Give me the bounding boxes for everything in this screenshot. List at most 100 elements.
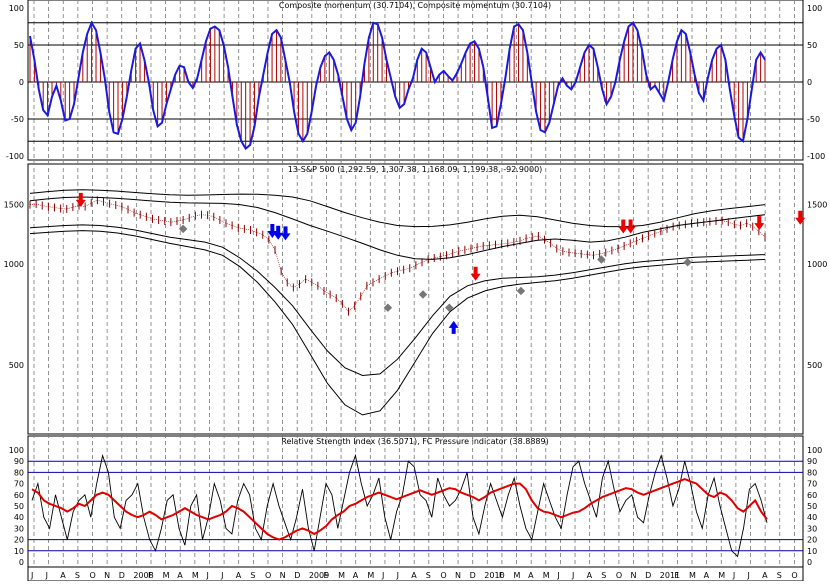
signal-diamond — [597, 255, 606, 264]
rsi-y-tick-left: 50 — [14, 502, 24, 511]
momentum-y-tick-left: -50 — [11, 115, 24, 124]
x-tick-label: F — [674, 571, 679, 580]
x-tick-label: A — [60, 571, 66, 580]
x-tick-label: O — [89, 571, 95, 580]
x-tick-label: O — [265, 571, 271, 580]
signal-diamond — [418, 290, 428, 299]
rsi-y-tick-left: 80 — [14, 468, 24, 477]
x-tick-label: J — [220, 571, 223, 580]
x-tick-label: D — [119, 571, 125, 580]
x-tick-label: 2009 — [309, 571, 329, 580]
x-tick-label: M — [163, 571, 170, 580]
signal-diamond — [383, 303, 393, 312]
x-tick-label: M — [689, 571, 696, 580]
sp500-panel — [29, 189, 806, 416]
x-tick-label: N — [455, 571, 461, 580]
rsi-y-tick-left: 40 — [14, 513, 24, 522]
x-tick-label: M — [367, 571, 374, 580]
x-tick-label: S — [601, 571, 606, 580]
rsi-y-tick-left: 90 — [14, 457, 24, 466]
signal-arrow-blue — [280, 226, 291, 241]
x-tick-label: S — [777, 571, 782, 580]
rsi-y-tick-right: 90 — [807, 457, 817, 466]
x-tick-label: O — [440, 571, 446, 580]
sp500-title: 13-S&P 500 (1,292.59, 1,307.38, 1,168.09… — [288, 165, 543, 174]
x-tick-label: J — [732, 571, 735, 580]
signal-arrow-red — [618, 219, 629, 234]
panel-frame — [27, 163, 804, 435]
rsi-panel — [31, 453, 768, 558]
rsi-y-tick-right: 0 — [807, 558, 812, 567]
signal-up-arrow-blue — [448, 320, 459, 334]
rsi-y-tick-right: 40 — [807, 513, 817, 522]
x-tick-label: S — [426, 571, 431, 580]
sp500-y-tick-right: 500 — [807, 361, 822, 370]
rsi-y-tick-left: 60 — [14, 491, 24, 500]
momentum-line — [29, 20, 766, 151]
momentum-y-tick-right: -50 — [807, 115, 820, 124]
x-tick-label: F — [499, 571, 504, 580]
panel-frame — [27, 0, 804, 161]
rsi-y-tick-left: 70 — [14, 480, 24, 489]
x-tick-label: S — [250, 571, 255, 580]
x-tick-label: A — [528, 571, 534, 580]
rsi-y-tick-left: 20 — [14, 536, 24, 545]
momentum-panel — [29, 20, 766, 151]
rsi-y-tick-right: 10 — [807, 547, 817, 556]
x-tick-label: D — [470, 571, 476, 580]
x-tick-label: A — [704, 571, 710, 580]
x-tick-label: A — [411, 571, 417, 580]
momentum-y-tick-right: -100 — [807, 152, 825, 161]
x-tick-label: M — [514, 571, 521, 580]
momentum-y-tick-left: 50 — [14, 41, 24, 50]
rsi-y-tick-right: 80 — [807, 468, 817, 477]
rsi-y-tick-right: 20 — [807, 536, 817, 545]
sp500-y-tick-right: 1500 — [807, 201, 827, 210]
x-tick-label: M — [338, 571, 345, 580]
signal-diamond — [445, 303, 454, 312]
x-tick-label: N — [104, 571, 110, 580]
rsi-y-tick-right: 100 — [807, 446, 822, 455]
x-tick-label: J — [45, 571, 48, 580]
x-tick-label: A — [762, 571, 768, 580]
x-tick-label: J — [571, 571, 574, 580]
momentum-y-tick-left: -100 — [6, 152, 24, 161]
rsi-y-tick-left: 10 — [14, 547, 24, 556]
signal-arrow-blue — [273, 225, 284, 240]
sp500-y-tick-left: 1500 — [4, 201, 24, 210]
x-tick-label: S — [75, 571, 80, 580]
x-tick-label: D — [294, 571, 300, 580]
x-tick-label: M — [718, 571, 725, 580]
momentum-y-tick-left: 0 — [19, 78, 24, 87]
x-tick-label: D — [645, 571, 651, 580]
x-tick-label: J — [30, 571, 33, 580]
envelope-line — [29, 196, 766, 260]
sp500-y-tick-right: 1000 — [807, 260, 827, 269]
rsi-y-tick-right: 60 — [807, 491, 817, 500]
envelope-line — [29, 189, 766, 228]
signal-diamond — [516, 286, 526, 296]
x-tick-label: A — [177, 571, 183, 580]
pressure-line — [31, 478, 768, 541]
sp500-y-tick-left: 500 — [9, 361, 24, 370]
x-tick-label: 2008 — [133, 571, 153, 580]
panel-frames — [27, 0, 804, 582]
x-tick-label: J — [205, 571, 208, 580]
momentum-y-tick-left: 100 — [9, 4, 24, 13]
rsi-y-tick-right: 70 — [807, 480, 817, 489]
signal-arrow-red — [754, 216, 765, 231]
x-tick-label: A — [353, 571, 359, 580]
x-tick-label: N — [631, 571, 637, 580]
x-tick-label: O — [791, 571, 797, 580]
rsi-y-tick-left: 0 — [19, 558, 24, 567]
signal-arrow-red — [625, 219, 636, 234]
momentum-y-tick-right: 50 — [807, 41, 817, 50]
sp500-y-tick-left: 1000 — [4, 260, 24, 269]
signal-diamond — [178, 224, 188, 234]
rsi-y-tick-left: 100 — [9, 446, 24, 455]
momentum-y-tick-right: 0 — [807, 78, 812, 87]
rsi-title: Relative Strength Index (36.5071), FC Pr… — [281, 437, 548, 446]
